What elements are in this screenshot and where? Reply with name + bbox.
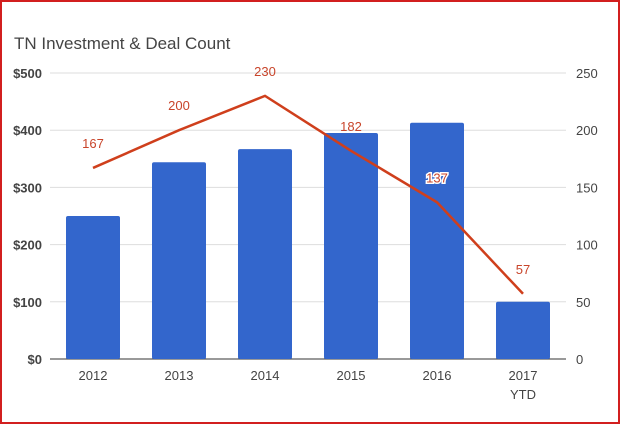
data-label: 167 xyxy=(82,136,104,151)
bar xyxy=(152,162,206,359)
chart-title: TN Investment & Deal Count xyxy=(14,34,231,53)
data-label: 137 xyxy=(426,170,448,185)
data-label: 230 xyxy=(254,64,276,79)
left-tick-label: $100 xyxy=(13,295,42,310)
x-tick-label: 2015 xyxy=(337,368,366,383)
right-tick-label: 150 xyxy=(576,180,598,195)
left-tick-label: $500 xyxy=(13,66,42,81)
right-tick-label: 250 xyxy=(576,66,598,81)
x-tick-label: 2013 xyxy=(165,368,194,383)
x-tick-label: 2012 xyxy=(79,368,108,383)
x-tick-label: 2016 xyxy=(423,368,452,383)
right-tick-label: 100 xyxy=(576,238,598,253)
right-tick-label: 0 xyxy=(576,352,583,367)
bar xyxy=(496,301,550,359)
data-label: 182 xyxy=(340,119,362,134)
bar xyxy=(324,133,378,359)
deal-count-line xyxy=(92,94,524,295)
x-tick-label: YTD xyxy=(510,387,536,402)
left-tick-label: $400 xyxy=(13,123,42,138)
x-tick-label: 2014 xyxy=(251,368,280,383)
right-tick-label: 50 xyxy=(576,295,590,310)
bar xyxy=(238,149,292,359)
left-tick-label: $200 xyxy=(13,238,42,253)
data-label: 200 xyxy=(168,98,190,113)
right-tick-label: 200 xyxy=(576,123,598,138)
data-label: 57 xyxy=(516,262,530,277)
left-tick-label: $300 xyxy=(13,180,42,195)
x-tick-label: 2017 xyxy=(509,368,538,383)
bar xyxy=(410,122,464,359)
bar xyxy=(66,216,120,359)
left-tick-label: $0 xyxy=(28,352,42,367)
